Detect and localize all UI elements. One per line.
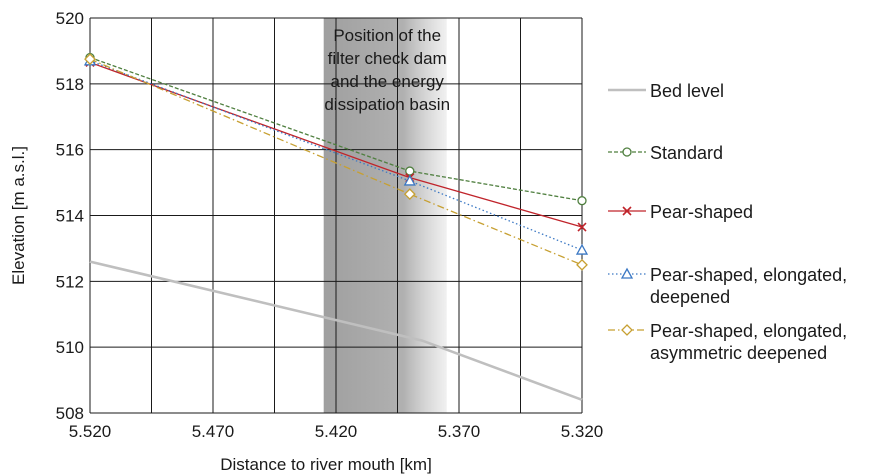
legend-marker	[620, 267, 634, 279]
legend-marker	[622, 206, 632, 216]
x-tick-label: 5.370	[438, 422, 481, 441]
legend-marker	[621, 324, 633, 336]
data-point-pear-shaped-elongated-deepened	[575, 243, 589, 255]
annotation-line: and the energy	[330, 72, 444, 91]
data-point-pear-shaped	[577, 222, 587, 232]
y-tick-label: 512	[56, 272, 84, 291]
dam-basin-annotation: Position of the filter check dam and the e…	[324, 26, 450, 114]
y-tick-label: 510	[56, 338, 84, 357]
legend-label: Bed level	[650, 81, 725, 101]
legend-label: Pear-shaped	[650, 202, 754, 222]
legend-marker	[622, 147, 632, 157]
series-pear-shaped-elongated-asymmetric-deepened	[84, 53, 588, 271]
legend-item-pear-shaped-asymmetric: Pear-shaped, elongated, asymmetric deepe…	[606, 320, 847, 364]
data-point-pear-shaped-elongated-asymmetric-deepened	[84, 53, 96, 66]
legend-swatch-elongated-deepened	[608, 267, 646, 279]
legend-label: Pear-shaped, elongated, asymmetric deepe…	[650, 321, 848, 363]
data-point-standard	[577, 196, 587, 206]
y-tick-label: 508	[56, 404, 84, 423]
axes: 508 510 512 514 516 518 520 5.520 5.470 5.420 5.37…	[56, 9, 604, 441]
legend-label: Pear-shaped, elongated, deepened	[650, 265, 848, 307]
annotation-line: filter check dam	[328, 49, 447, 68]
legend-item-pear-shaped-elongated-deepened: Pear-shaped, elongated, deepened	[606, 264, 847, 308]
x-tick-label: 5.470	[192, 422, 235, 441]
y-tick-label: 514	[56, 207, 84, 226]
y-tick-label: 518	[56, 75, 84, 94]
y-tick-label: 516	[56, 141, 84, 160]
legend-label: Standard	[650, 143, 724, 163]
legend-item-standard: Standard	[606, 142, 723, 164]
legend-swatch-pear-shaped	[608, 206, 646, 216]
x-tick-label: 5.420	[315, 422, 358, 441]
x-tick-label: 5.320	[561, 422, 604, 441]
y-tick-label: 520	[56, 9, 84, 28]
grid-lines	[89, 17, 583, 414]
annotation-line: Position of the	[333, 26, 441, 45]
series-line-bed-level	[89, 260, 583, 402]
y-axis-label: Elevation [m a.s.l.]	[9, 146, 28, 285]
series-line-pear-shaped-elongated-deepened	[89, 60, 583, 251]
legend-item-pear-shaped: Pear-shaped	[606, 201, 753, 223]
data-point-pear-shaped-elongated-asymmetric-deepened	[576, 258, 588, 271]
x-axis-label: Distance to river mouth [km]	[220, 455, 432, 474]
legend-item-bed-level: Bed level	[606, 80, 724, 102]
data-point-pear-shaped-elongated-deepened	[403, 174, 416, 186]
legend-swatch-bed-level	[608, 88, 646, 92]
legend-swatch-standard	[608, 147, 646, 157]
series-bed-level	[89, 260, 583, 402]
legend-swatch-asymmetric-deepened	[608, 324, 646, 336]
annotation-line: dissipation basin	[324, 95, 450, 114]
x-tick-label: 5.520	[69, 422, 112, 441]
series-group	[83, 52, 589, 402]
data-point-pear-shaped-elongated-asymmetric-deepened	[403, 188, 416, 201]
